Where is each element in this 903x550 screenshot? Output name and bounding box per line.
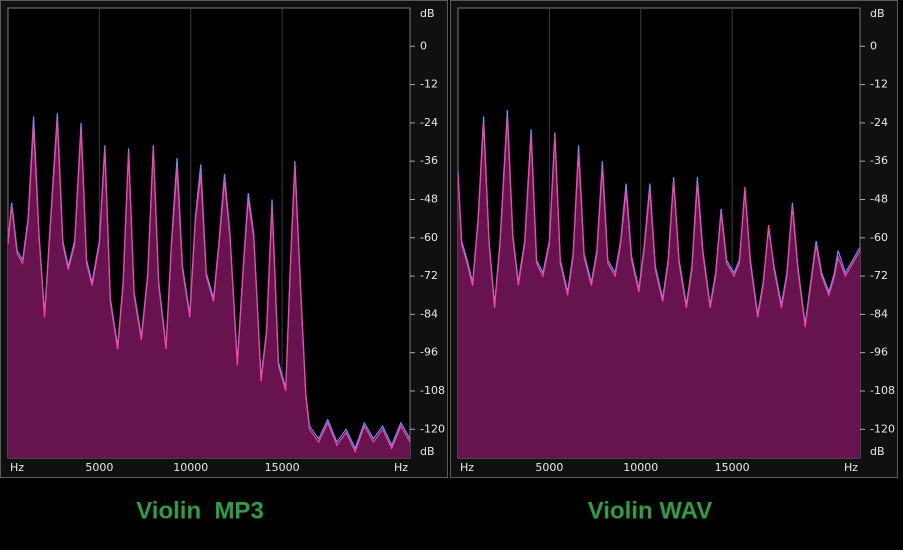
y-tick-label: -24 — [420, 116, 438, 129]
y-tick-label: -96 — [870, 346, 888, 359]
x-unit: Hz — [460, 461, 474, 474]
x-unit: Hz — [10, 461, 24, 474]
y-unit: dB — [870, 445, 885, 458]
y-tick-label: -36 — [420, 154, 438, 167]
y-tick-label: -12 — [870, 78, 888, 91]
y-tick-label: -48 — [870, 192, 888, 205]
spectrum-line — [457, 116, 861, 328]
x-tick-label: 5000 — [535, 461, 563, 474]
x-tick-label: 5000 — [85, 461, 113, 474]
spectrum-area — [8, 119, 410, 459]
y-tick-label: -24 — [870, 116, 888, 129]
x-unit: Hz — [394, 461, 408, 474]
y-tick-label: -84 — [870, 307, 888, 320]
y-tick-label: -72 — [870, 269, 888, 282]
x-tick-label: 10000 — [623, 461, 658, 474]
y-unit: dB — [420, 445, 435, 458]
x-tick-label: 15000 — [265, 461, 300, 474]
y-tick-label: -72 — [420, 269, 438, 282]
y-tick-label: -108 — [870, 384, 895, 397]
y-unit: dB — [870, 7, 885, 20]
y-tick-label: 0 — [870, 39, 877, 52]
y-tick-label: -60 — [420, 231, 438, 244]
y-tick-label: -120 — [420, 422, 445, 435]
chart-title: Violin MP3 — [136, 497, 264, 524]
y-unit: dB — [420, 7, 435, 20]
y-tick-label: -60 — [870, 231, 888, 244]
y-tick-label: -12 — [420, 78, 438, 91]
chart-title: Violin WAV — [588, 497, 712, 524]
y-tick-label: -36 — [870, 154, 888, 167]
y-tick-label: -108 — [420, 384, 445, 397]
x-unit: Hz — [844, 461, 858, 474]
y-tick-label: -120 — [870, 422, 895, 435]
spectrum-line — [7, 119, 411, 454]
x-tick-label: 15000 — [715, 461, 750, 474]
y-tick-label: -96 — [420, 346, 438, 359]
y-tick-label: -84 — [420, 307, 438, 320]
y-tick-label: -48 — [420, 192, 438, 205]
y-tick-label: 0 — [420, 39, 427, 52]
x-tick-label: 10000 — [173, 461, 208, 474]
